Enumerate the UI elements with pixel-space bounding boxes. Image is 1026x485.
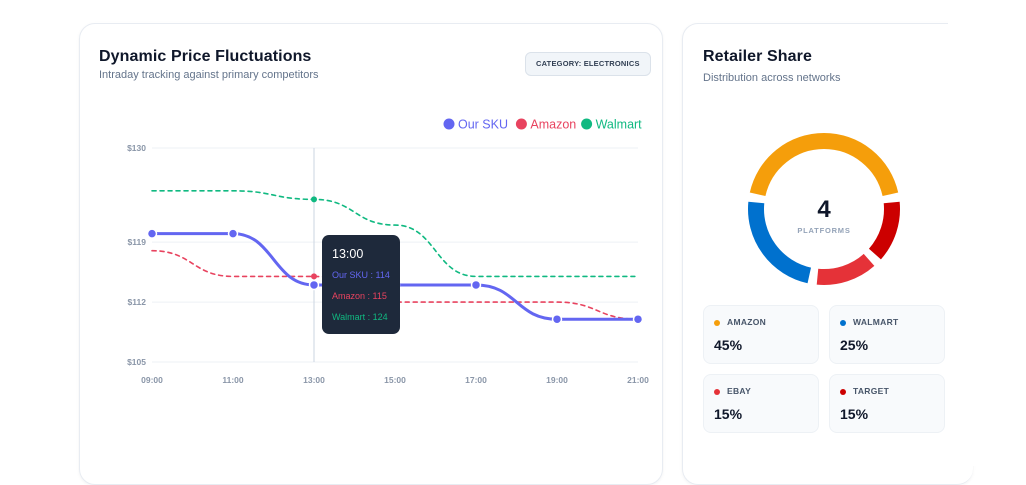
series-point-our-sku (308, 279, 320, 291)
y-tick-label: $112 (128, 297, 147, 307)
series-point-our-sku (146, 228, 158, 239)
retailer-share-card: Retailer Share Distribution across netwo… (682, 23, 973, 485)
y-tick-label: $119 (128, 237, 147, 247)
category-badge[interactable]: CATEGORY: ELECTRONICS (525, 52, 651, 76)
price-card-title: Dynamic Price Fluctuations (99, 48, 312, 65)
series-point-our-sku (227, 228, 239, 239)
series-point-our-sku (470, 279, 482, 291)
series-point-our-sku (632, 313, 644, 325)
y-tick-label: $130 (127, 143, 146, 153)
stat-label-ebay: EBAY (727, 386, 752, 396)
donut-segment-walmart (748, 201, 812, 284)
tooltip-point-amazon (311, 273, 317, 280)
legend-dot-amazon (515, 118, 527, 130)
stat-label-target: TARGET (853, 386, 890, 396)
stat-label-amazon: AMAZON (727, 317, 767, 327)
series-point-our-sku (551, 313, 563, 325)
stat-dot-ebay (714, 389, 720, 395)
stat-dot-target (840, 389, 846, 395)
tooltip-line-amazon: Amazon : 115 (332, 291, 387, 301)
legend-label-walmart: Walmart (596, 118, 643, 132)
donut-segment-ebay (816, 253, 875, 285)
x-tick-label: 17:00 (465, 375, 487, 385)
stat-dot-walmart (840, 320, 846, 326)
tooltip-line-walmart: Walmart : 124 (332, 312, 388, 322)
x-tick-label: 19:00 (546, 375, 568, 385)
viewport-edge (948, 0, 1026, 466)
retailer-donut-chart: 4 PLATFORMS (748, 133, 900, 285)
legend-dot-our-sku (443, 118, 455, 130)
x-tick-label: 21:00 (627, 375, 649, 385)
share-card-title: Retailer Share (703, 48, 813, 65)
y-tick-label: $105 (127, 357, 146, 367)
donut-center-label: PLATFORMS (797, 226, 850, 235)
stat-card-target: TARGET 15% (829, 374, 945, 433)
donut-segment-amazon (749, 133, 899, 197)
legend-dot-walmart (581, 118, 593, 130)
x-tick-label: 11:00 (222, 375, 244, 385)
stat-value-amazon: 45% (714, 337, 743, 353)
x-tick-label: 15:00 (384, 375, 406, 385)
stat-card-walmart: WALMART 25% (829, 305, 945, 364)
legend-label-amazon: Amazon (530, 118, 576, 132)
chart-legend: Our SKU Amazon Walmart (443, 118, 643, 132)
x-tick-label: 13:00 (303, 375, 325, 385)
stat-card-ebay: EBAY 15% (703, 374, 819, 433)
donut-center-value: 4 (817, 196, 831, 223)
price-fluctuation-card: Dynamic Price Fluctuations Intraday trac… (79, 23, 663, 485)
stat-dot-amazon (714, 320, 720, 326)
tooltip-point-walmart (311, 196, 317, 203)
x-tick-label: 09:00 (141, 375, 163, 385)
stat-value-ebay: 15% (714, 406, 743, 422)
tooltip-title: 13:00 (332, 247, 363, 261)
share-card-subtitle: Distribution across networks (703, 72, 841, 84)
stat-label-walmart: WALMART (853, 317, 899, 327)
chart-tooltip (322, 235, 400, 334)
price-card-subtitle: Intraday tracking against primary compet… (99, 69, 319, 81)
stat-value-target: 15% (840, 406, 869, 422)
legend-label-our-sku: Our SKU (458, 118, 508, 132)
price-line-chart[interactable]: $130 $119 $112 $105 09:00 11:00 13:00 15:00 17:0… (80, 24, 662, 464)
stat-value-walmart: 25% (840, 337, 869, 353)
series-line-walmart (151, 189, 639, 278)
tooltip-line-our-sku: Our SKU : 114 (332, 270, 390, 280)
stat-card-amazon: AMAZON 45% (703, 305, 819, 364)
donut-segment-target (868, 201, 900, 260)
